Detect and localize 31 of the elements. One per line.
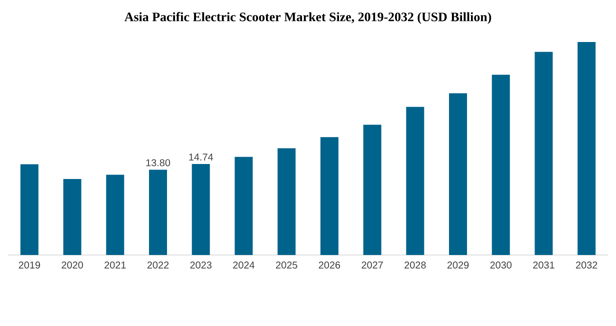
bar [63, 179, 82, 255]
x-tick-label: 2021 [104, 262, 126, 269]
bar [192, 164, 210, 255]
bar [449, 93, 468, 255]
x-tick-label: 2029 [447, 262, 469, 269]
bar [492, 74, 510, 255]
data-label: 13.80 [146, 159, 170, 166]
bar [534, 52, 553, 255]
x-tick-label: 2020 [62, 262, 83, 269]
bar [363, 124, 382, 255]
data-label: 14.74 [189, 154, 214, 160]
x-tick-label: 2026 [318, 262, 340, 269]
x-tick-label: 2024 [233, 262, 255, 269]
bar [320, 137, 338, 255]
bar [234, 156, 253, 255]
x-tick-label: 2031 [533, 262, 554, 269]
bar [106, 174, 124, 255]
x-tick-label: 2022 [147, 262, 169, 269]
bar [20, 164, 38, 255]
bar [578, 42, 596, 255]
bar [149, 170, 168, 255]
bar [278, 148, 296, 255]
x-tick-label: 2028 [404, 262, 426, 269]
x-tick-label: 2030 [490, 262, 512, 269]
x-tick-label: 2023 [190, 262, 212, 269]
x-tick-label: 2025 [276, 262, 298, 269]
x-tick-label: 2032 [576, 262, 598, 269]
x-tick-label: 2019 [18, 262, 40, 269]
chart-title: Asia Pacific Electric Scooter Market Size, 2019-2032 (USD Billion) [124, 12, 492, 24]
x-tick-label: 2027 [362, 262, 383, 269]
bar [406, 106, 424, 255]
